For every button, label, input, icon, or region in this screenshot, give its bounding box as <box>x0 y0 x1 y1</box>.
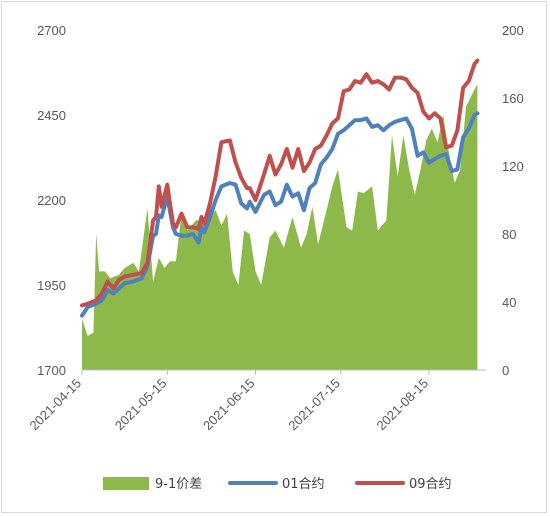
area-layer <box>82 84 477 370</box>
left-y-tick-label: 2450 <box>37 108 66 123</box>
right-y-ticks: 0 40 80 120 160 200 <box>502 23 524 378</box>
legend: 9-1价差 01合约 09合约 <box>103 477 452 492</box>
left-y-tick-label: 2700 <box>37 23 66 38</box>
x-tick-label: 2021-06-15 <box>200 376 258 434</box>
x-tick-label: 2021-04-15 <box>26 376 84 434</box>
legend-swatch <box>103 477 149 490</box>
left-y-tick-label: 1700 <box>37 363 66 378</box>
x-ticks: 2021-04-15 2021-05-15 2021-06-15 2021-07-15… <box>26 370 431 433</box>
x-tick-label: 2021-05-15 <box>112 376 170 434</box>
legend-label: 01合约 <box>282 477 325 492</box>
left-y-ticks: 1700 1950 2200 2450 2700 <box>37 23 66 378</box>
legend-label: 09合约 <box>409 477 452 492</box>
right-y-tick-label: 200 <box>502 23 524 38</box>
series-area-spread <box>82 84 477 370</box>
right-y-tick-label: 160 <box>502 91 524 106</box>
x-tick-label: 2021-08-15 <box>373 376 431 434</box>
right-y-tick-label: 40 <box>502 295 516 310</box>
right-y-tick-label: 120 <box>502 159 524 174</box>
x-tick-label: 2021-07-15 <box>285 376 343 434</box>
right-y-tick-label: 0 <box>502 363 509 378</box>
left-y-tick-label: 1950 <box>37 278 66 293</box>
left-y-tick-label: 2200 <box>37 193 66 208</box>
right-y-tick-label: 80 <box>502 227 516 242</box>
legend-label: 9-1价差 <box>155 477 202 492</box>
